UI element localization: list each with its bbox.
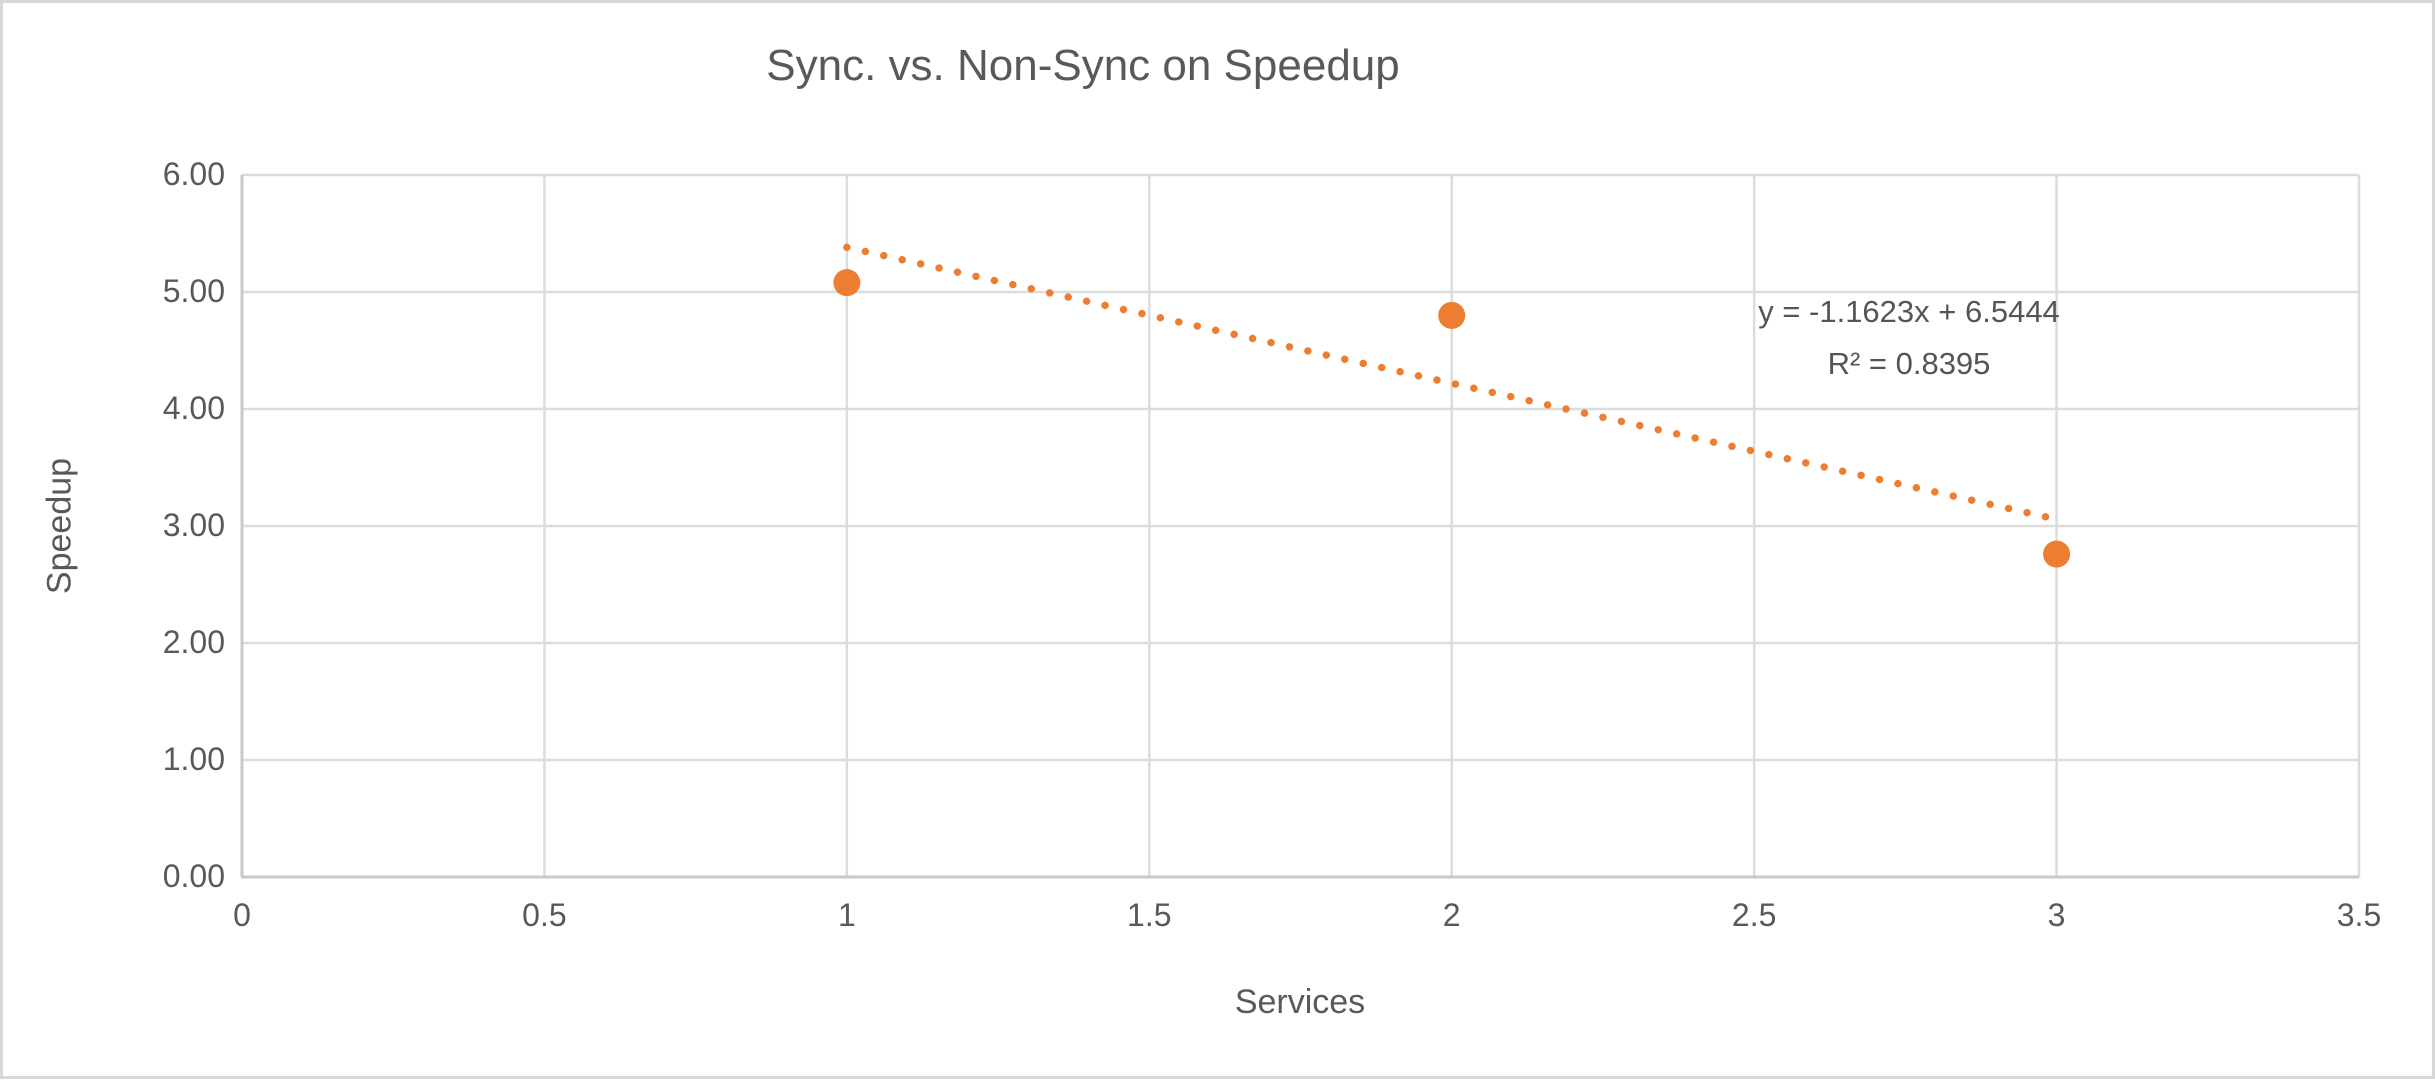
x-tick-label: 3.5 <box>2336 897 2382 933</box>
trendline <box>843 243 2061 523</box>
y-tick-label: 3.00 <box>162 507 225 543</box>
x-axis-title: Services <box>1234 983 1366 1021</box>
y-tick-label: 1.00 <box>162 741 225 777</box>
y-tick-label: 6.00 <box>162 156 225 192</box>
x-tick-label: 2 <box>1442 897 1461 933</box>
x-tick-label: 1 <box>837 897 856 933</box>
data-point <box>1438 301 1466 329</box>
trendline-r-squared-text: R² = 0.8395 <box>1827 346 1991 381</box>
y-axis-title: Speedup <box>40 457 79 595</box>
x-tick-label: 0.5 <box>522 897 567 933</box>
data-point <box>833 269 861 297</box>
x-tick-label: 3 <box>2047 897 2066 933</box>
trendline-equation-text: y = -1.1623x + 6.5444 <box>1758 294 2060 329</box>
x-tick-label: 1.5 <box>1127 897 1172 933</box>
plot-area <box>240 173 2361 879</box>
y-tick-label: 4.00 <box>162 390 225 426</box>
x-tick-label: 0 <box>233 897 251 933</box>
chart-title: Sync. vs. Non-Sync on Speedup <box>766 41 1400 90</box>
y-tick-label: 2.00 <box>162 624 225 660</box>
data-point <box>2043 540 2071 568</box>
y-tick-label: 5.00 <box>162 273 225 309</box>
y-tick-label: 0.00 <box>162 858 225 894</box>
x-tick-label: 2.5 <box>1731 897 1777 933</box>
trendline-label: y = -1.1623x + 6.5444 R² = 0.8395 <box>1758 286 2060 390</box>
